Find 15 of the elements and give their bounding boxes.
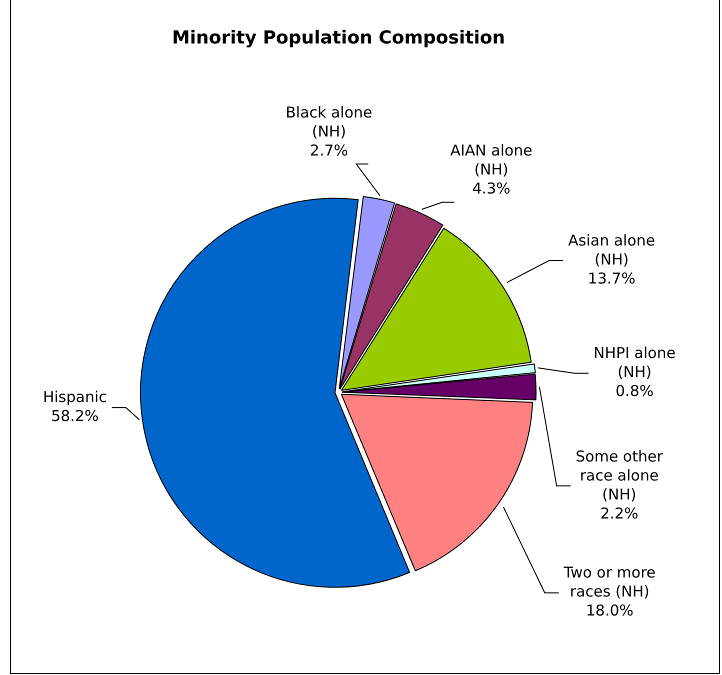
data-label: 13.7% [588,269,636,288]
slice-label: Asian alone (NH) [568,231,656,268]
slice-label: Black alone (NH) [286,103,372,140]
slice-label: Hispanic [42,388,107,406]
data-label: 58.2% [51,406,99,425]
slice-label: AIAN alone (NH) [450,142,532,179]
chart-title: Minority Population Composition [172,27,506,48]
slice-label: Two or more races (NH) [562,564,656,601]
data-label: 4.3% [472,180,510,198]
data-label: 0.8% [615,382,654,400]
slice-label: NHPI alone (NH) [594,344,676,382]
data-label: 18.0% [586,602,634,620]
slice-label: Some other race alone (NH) [576,447,664,504]
data-label: 2.2% [600,504,638,522]
data-label: 2.7% [310,141,348,160]
